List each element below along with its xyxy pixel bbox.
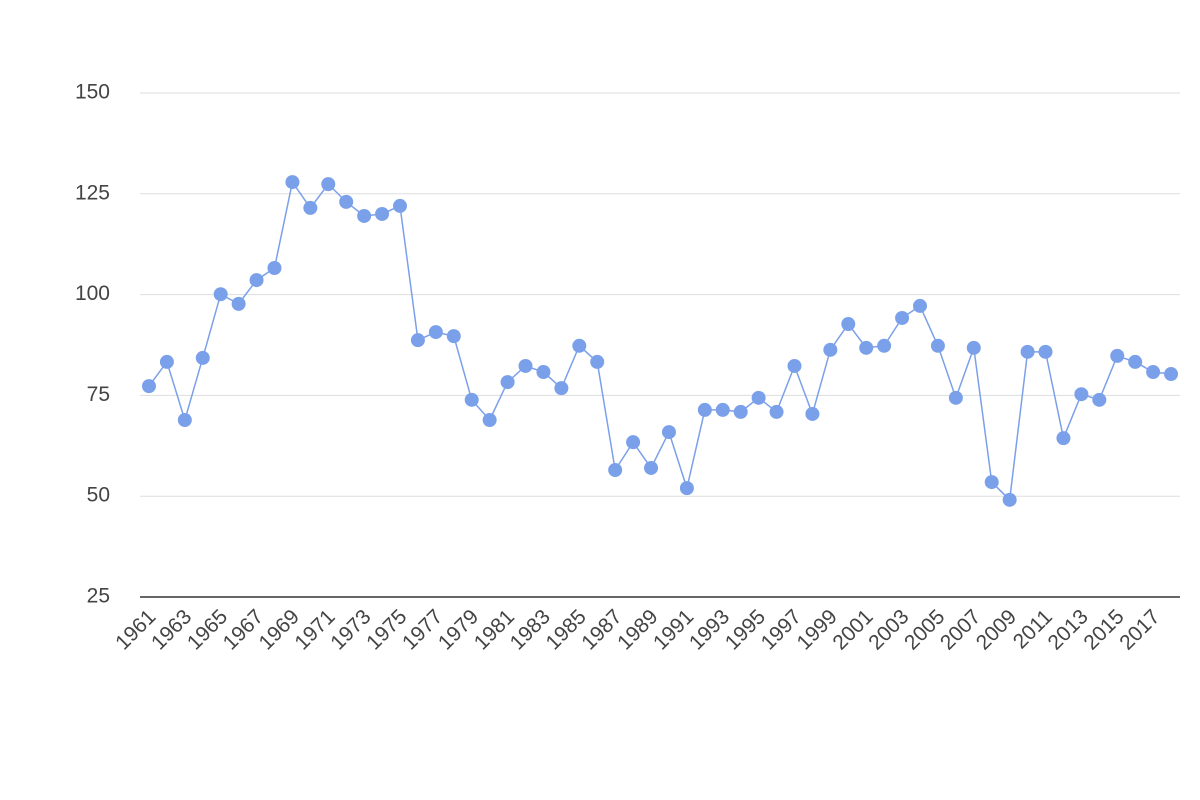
x-tick-label: 1971 xyxy=(290,605,339,654)
data-point xyxy=(177,412,192,427)
data-point xyxy=(482,412,497,427)
data-point xyxy=(769,404,784,419)
data-point xyxy=(321,177,336,192)
x-tick-label: 2007 xyxy=(936,605,985,654)
data-point xyxy=(697,402,712,417)
y-tick-label: 75 xyxy=(87,383,110,406)
data-point xyxy=(590,354,605,369)
x-tick-label: 1995 xyxy=(721,605,770,654)
data-point xyxy=(1146,365,1161,380)
y-tick-label: 100 xyxy=(75,282,110,305)
data-point xyxy=(1038,344,1053,359)
x-tick-label: 1965 xyxy=(183,605,232,654)
data-point xyxy=(966,340,981,355)
data-point xyxy=(554,381,569,396)
data-point xyxy=(1056,431,1071,446)
x-tick-label: 1991 xyxy=(649,605,698,654)
data-point xyxy=(195,350,210,365)
data-point xyxy=(303,200,318,215)
x-tick-label: 2013 xyxy=(1044,605,1093,654)
data-point xyxy=(1128,354,1143,369)
x-tick-label: 1999 xyxy=(793,605,842,654)
data-point xyxy=(518,358,533,373)
data-point xyxy=(1092,392,1107,407)
x-tick-label: 1987 xyxy=(577,605,626,654)
data-point xyxy=(464,392,479,407)
x-tick-label: 1989 xyxy=(613,605,662,654)
x-tick-label: 2001 xyxy=(828,605,877,654)
x-tick-label: 2003 xyxy=(864,605,913,654)
data-point xyxy=(661,425,676,440)
x-tick-label: 1985 xyxy=(541,605,590,654)
x-tick-label: 1975 xyxy=(362,605,411,654)
data-point xyxy=(1020,344,1035,359)
data-point xyxy=(877,338,892,353)
x-tick-label: 1961 xyxy=(111,605,160,654)
x-tick-label: 2015 xyxy=(1079,605,1128,654)
data-point xyxy=(644,460,659,475)
data-point xyxy=(1074,387,1089,402)
data-point xyxy=(213,287,228,302)
data-point xyxy=(1164,367,1179,382)
x-tick-label: 1973 xyxy=(326,605,375,654)
data-point xyxy=(393,198,407,213)
series-line xyxy=(148,180,1172,502)
data-point xyxy=(984,475,999,490)
data-point xyxy=(608,462,623,477)
data-point xyxy=(446,329,461,344)
data-point xyxy=(948,390,963,405)
x-tick-label: 2005 xyxy=(900,605,949,654)
data-point xyxy=(375,206,390,221)
data-point xyxy=(428,325,443,340)
data-point xyxy=(285,175,300,190)
data-point xyxy=(805,406,820,421)
y-tick-label: 50 xyxy=(87,484,110,507)
x-tick-label: 1981 xyxy=(470,605,519,654)
x-tick-label: 1963 xyxy=(147,605,196,654)
data-point xyxy=(823,342,838,357)
x-tick-label: 2011 xyxy=(1009,605,1057,653)
x-tick-label: 2009 xyxy=(972,605,1021,654)
data-point xyxy=(500,375,515,390)
data-point xyxy=(913,298,927,313)
data-point xyxy=(357,208,372,223)
y-tick-label: 25 xyxy=(87,585,110,608)
data-point xyxy=(159,354,174,369)
x-tick-label: 1967 xyxy=(219,605,268,654)
data-point xyxy=(410,333,425,348)
data-point xyxy=(895,310,910,325)
y-tick-label: 150 xyxy=(75,81,110,104)
x-tick-label: 1969 xyxy=(255,605,304,654)
data-point xyxy=(841,317,856,332)
data-point xyxy=(572,338,587,353)
data-point xyxy=(339,194,354,209)
data-point xyxy=(1110,348,1125,363)
data-point xyxy=(787,358,802,373)
data-point xyxy=(626,435,641,450)
data-point xyxy=(751,390,766,405)
x-tick-label: 1993 xyxy=(685,605,734,654)
data-point xyxy=(930,338,945,353)
x-tick-label: 1997 xyxy=(757,605,806,654)
data-point xyxy=(859,340,874,355)
x-tick-label: 1977 xyxy=(398,605,447,654)
data-point xyxy=(267,260,282,275)
data-point xyxy=(141,379,156,394)
x-tick-label: 1983 xyxy=(506,605,555,654)
data-point xyxy=(536,365,551,380)
data-point xyxy=(231,296,246,311)
data-point xyxy=(733,404,748,419)
data-point xyxy=(679,481,694,496)
data-point xyxy=(249,273,264,288)
x-tick-label: 2017 xyxy=(1115,605,1164,654)
y-tick-label: 125 xyxy=(75,181,110,204)
data-point xyxy=(1002,492,1017,507)
x-tick-label: 1979 xyxy=(434,605,483,654)
data-point xyxy=(715,402,730,417)
